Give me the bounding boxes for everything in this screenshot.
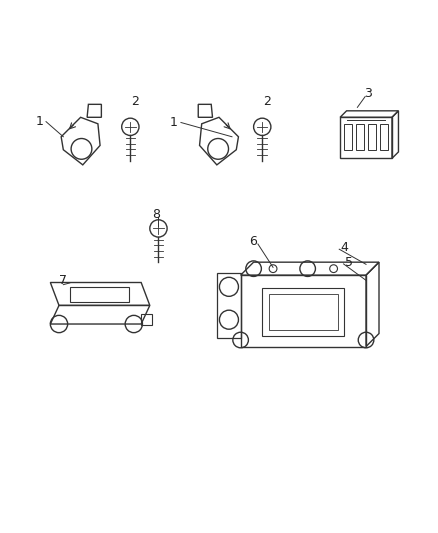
Text: 4: 4 — [340, 240, 348, 254]
Text: 5: 5 — [345, 256, 353, 269]
Text: 2: 2 — [131, 95, 138, 108]
Text: 7: 7 — [59, 274, 67, 287]
Text: 2: 2 — [263, 95, 271, 108]
Text: 8: 8 — [152, 208, 160, 221]
Text: 6: 6 — [249, 235, 257, 248]
Text: 1: 1 — [170, 116, 177, 129]
Text: 3: 3 — [364, 87, 372, 100]
Text: 1: 1 — [35, 115, 43, 128]
